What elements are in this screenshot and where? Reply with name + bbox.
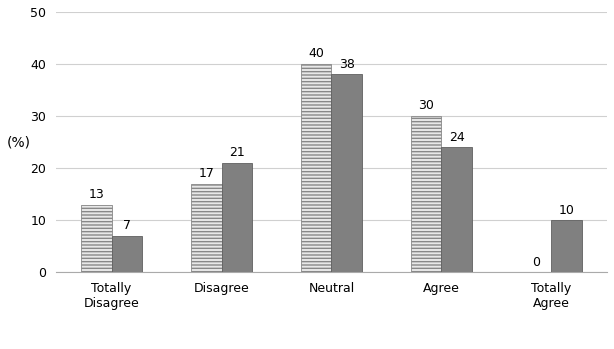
Text: 0: 0 <box>532 255 540 269</box>
Bar <box>301 64 332 272</box>
Bar <box>112 236 142 272</box>
Text: 30: 30 <box>418 99 434 112</box>
Bar <box>222 163 252 272</box>
Y-axis label: (%): (%) <box>7 135 31 149</box>
Bar <box>551 220 582 272</box>
Text: 13: 13 <box>88 188 104 201</box>
Bar <box>411 116 441 272</box>
Bar <box>332 74 362 272</box>
Text: 21: 21 <box>229 146 245 159</box>
Text: 7: 7 <box>123 219 131 232</box>
Text: 24: 24 <box>449 131 465 144</box>
Bar <box>191 184 222 272</box>
Text: 40: 40 <box>308 47 324 60</box>
Text: 38: 38 <box>339 58 355 71</box>
Bar <box>81 205 112 272</box>
Text: 17: 17 <box>198 167 214 180</box>
Text: 10: 10 <box>559 203 575 216</box>
Bar <box>441 147 472 272</box>
